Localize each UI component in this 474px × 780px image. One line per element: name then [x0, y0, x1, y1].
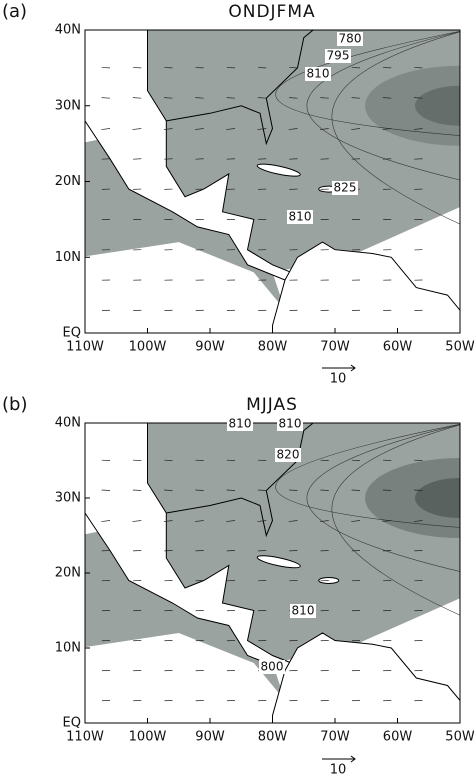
contour-label: 800 [261, 660, 284, 674]
x-tick-label: 110W [66, 730, 104, 745]
x-tick-label: 110W [66, 340, 104, 355]
contour-label: 810 [289, 210, 312, 224]
map-area [79, 22, 474, 340]
reference-label: 10 [330, 763, 347, 777]
x-tick-label: 80W [258, 340, 288, 355]
y-tick-label: EQ [63, 716, 81, 731]
contour-label: 810 [279, 417, 302, 431]
y-tick-label: 30N [55, 491, 81, 506]
y-tick-label: 10N [55, 641, 81, 656]
y-tick-label: 20N [55, 566, 81, 581]
x-tick-label: 60W [383, 730, 413, 745]
x-tick-label: 50W [445, 730, 474, 745]
reference-label: 10 [330, 372, 347, 387]
x-tick-label: 80W [258, 730, 288, 745]
x-tick-label: 100W [129, 730, 167, 745]
contour-label: 810 [229, 417, 252, 431]
x-tick-label: 60W [383, 340, 413, 355]
contour-label: 825 [334, 181, 357, 195]
land-south-america [273, 242, 467, 341]
y-tick-label: 40N [55, 23, 81, 38]
contour-label: 780 [339, 32, 362, 46]
panel-label: (b) [2, 394, 27, 415]
x-tick-label: 70W [320, 340, 350, 355]
y-tick-label: 40N [55, 416, 81, 431]
y-tick-label: 30N [55, 98, 81, 113]
x-tick-label: 100W [129, 340, 167, 355]
panel-title: ONDJFMA [228, 2, 315, 22]
land-south-america [273, 633, 467, 731]
x-tick-label: 90W [195, 340, 225, 355]
contour-label: 810 [307, 67, 330, 81]
contour-label: 820 [277, 448, 300, 462]
map-area [79, 416, 474, 731]
y-tick-label: 20N [55, 174, 81, 189]
y-tick-label: EQ [63, 326, 81, 341]
y-tick-label: 10N [55, 250, 81, 265]
x-tick-label: 70W [320, 730, 350, 745]
contour-label: 795 [327, 49, 350, 63]
x-tick-label: 90W [195, 730, 225, 745]
panel-label: (a) [2, 1, 27, 22]
contour-label: 810 [292, 604, 315, 618]
panel-title: MJJAS [246, 395, 298, 415]
x-tick-label: 50W [445, 340, 474, 355]
